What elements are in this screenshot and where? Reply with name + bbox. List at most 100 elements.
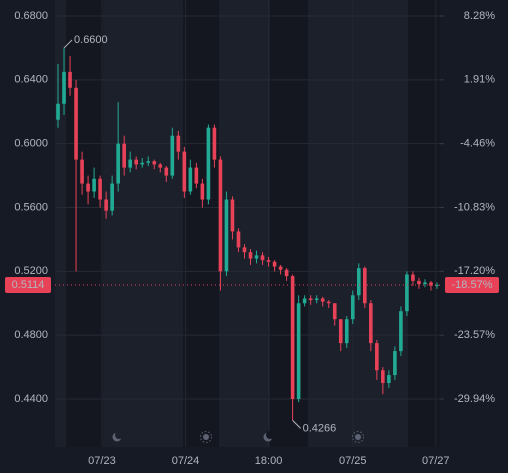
candle-body [92, 178, 96, 192]
candle-body [164, 167, 169, 176]
day-night-icons [112, 431, 364, 443]
y-tick-label: 0.5600 [14, 201, 48, 213]
candle-body [435, 285, 439, 287]
candle-body [356, 268, 361, 296]
y-tick-label: 0.4400 [14, 393, 48, 405]
candle-body [326, 301, 331, 304]
moon-cut [266, 431, 274, 439]
candle-body [393, 351, 397, 376]
moon-cut [115, 431, 123, 439]
last-change-box [445, 277, 499, 294]
candle-body [302, 298, 307, 304]
candle-body [350, 295, 355, 320]
candle-body [140, 162, 145, 165]
y-tick-label: 0.6800 [14, 10, 48, 22]
candle-body [308, 298, 313, 301]
candle-body [387, 375, 391, 384]
candle-body [254, 255, 259, 259]
annotation-line [63, 39, 73, 49]
candle-body [429, 282, 433, 286]
night-bands [66, 0, 440, 447]
candle-body [176, 135, 181, 152]
candle-body [278, 266, 283, 270]
night-band [183, 0, 219, 447]
candle-body [290, 276, 295, 399]
candle-body [80, 159, 84, 184]
candle-body [104, 199, 108, 211]
candle-body [369, 303, 373, 344]
y-tick-label: 0.6000 [14, 138, 48, 150]
y2-tick-label: -17.20% [454, 265, 495, 277]
candle-body [272, 261, 277, 267]
candle-body [320, 298, 325, 302]
candle-body [74, 87, 78, 160]
candle-body [296, 303, 301, 399]
x-tick-label: 07/25 [339, 455, 367, 467]
candle-body [98, 178, 102, 200]
candle-body [62, 71, 66, 104]
sun-icon [355, 434, 361, 440]
candle-body [218, 159, 223, 272]
candle-body [212, 127, 217, 160]
candle-body [182, 151, 187, 192]
candle-body [152, 161, 157, 165]
candle-body [188, 167, 193, 192]
y-tick-label: 0.5200 [14, 265, 48, 277]
candle-body [86, 183, 90, 192]
last-price-label: 0.5114 [12, 279, 45, 291]
y2-tick-label: -10.83% [454, 201, 495, 213]
candle-body [314, 298, 319, 301]
candle-body [411, 274, 415, 281]
y-tick-label: 0.6400 [14, 74, 48, 86]
candle-body [332, 303, 337, 320]
candle-body [242, 247, 247, 253]
candle-body [134, 159, 139, 165]
candle-body [363, 268, 367, 304]
annotation-line [292, 420, 301, 429]
candle-body [194, 167, 199, 184]
candle-body [158, 164, 163, 168]
y2-tick-label: 8.28% [464, 10, 495, 22]
annotation-label: 0.6600 [74, 34, 108, 46]
sun-rays [200, 431, 212, 443]
candle-body [224, 199, 229, 272]
candle-body [338, 319, 343, 344]
x-tick-label: 18:00 [255, 455, 283, 467]
candle-body [417, 280, 421, 285]
candle-body [266, 260, 271, 262]
candle-body [399, 311, 403, 352]
x-tick-label: 07/24 [172, 455, 200, 467]
candle-body [381, 370, 385, 384]
candle-body [344, 319, 349, 344]
candle-body [236, 231, 241, 248]
candle-body [170, 135, 175, 176]
candle-body [260, 255, 265, 261]
sun-icon [203, 434, 209, 440]
candle-body [405, 274, 409, 312]
y2-tick-label: -29.94% [454, 393, 495, 405]
y2-tick-label: 1.91% [464, 74, 495, 86]
candle-body [375, 343, 379, 371]
candle-body [206, 127, 211, 200]
candle-body [128, 159, 132, 168]
last-price-box [5, 277, 51, 294]
candle-body [284, 269, 289, 277]
x-tick-label: 07/23 [88, 455, 116, 467]
candle-body [68, 71, 72, 88]
x-tick-label: 07/27 [422, 455, 450, 467]
last-change-label: -18.57% [452, 279, 493, 291]
night-band [270, 0, 308, 447]
annotation-label: 0.4266 [303, 422, 337, 434]
candle-body [146, 161, 151, 163]
candle-body [116, 143, 120, 184]
night-band [408, 0, 440, 447]
candle-body [248, 252, 253, 259]
candle-body [200, 183, 205, 200]
candle-body [56, 103, 60, 120]
plot-area [55, 0, 440, 447]
y-tick-label: 0.4800 [14, 329, 48, 341]
candles [56, 47, 439, 421]
y2-tick-label: -4.46% [460, 138, 495, 150]
candle-body [110, 183, 114, 211]
